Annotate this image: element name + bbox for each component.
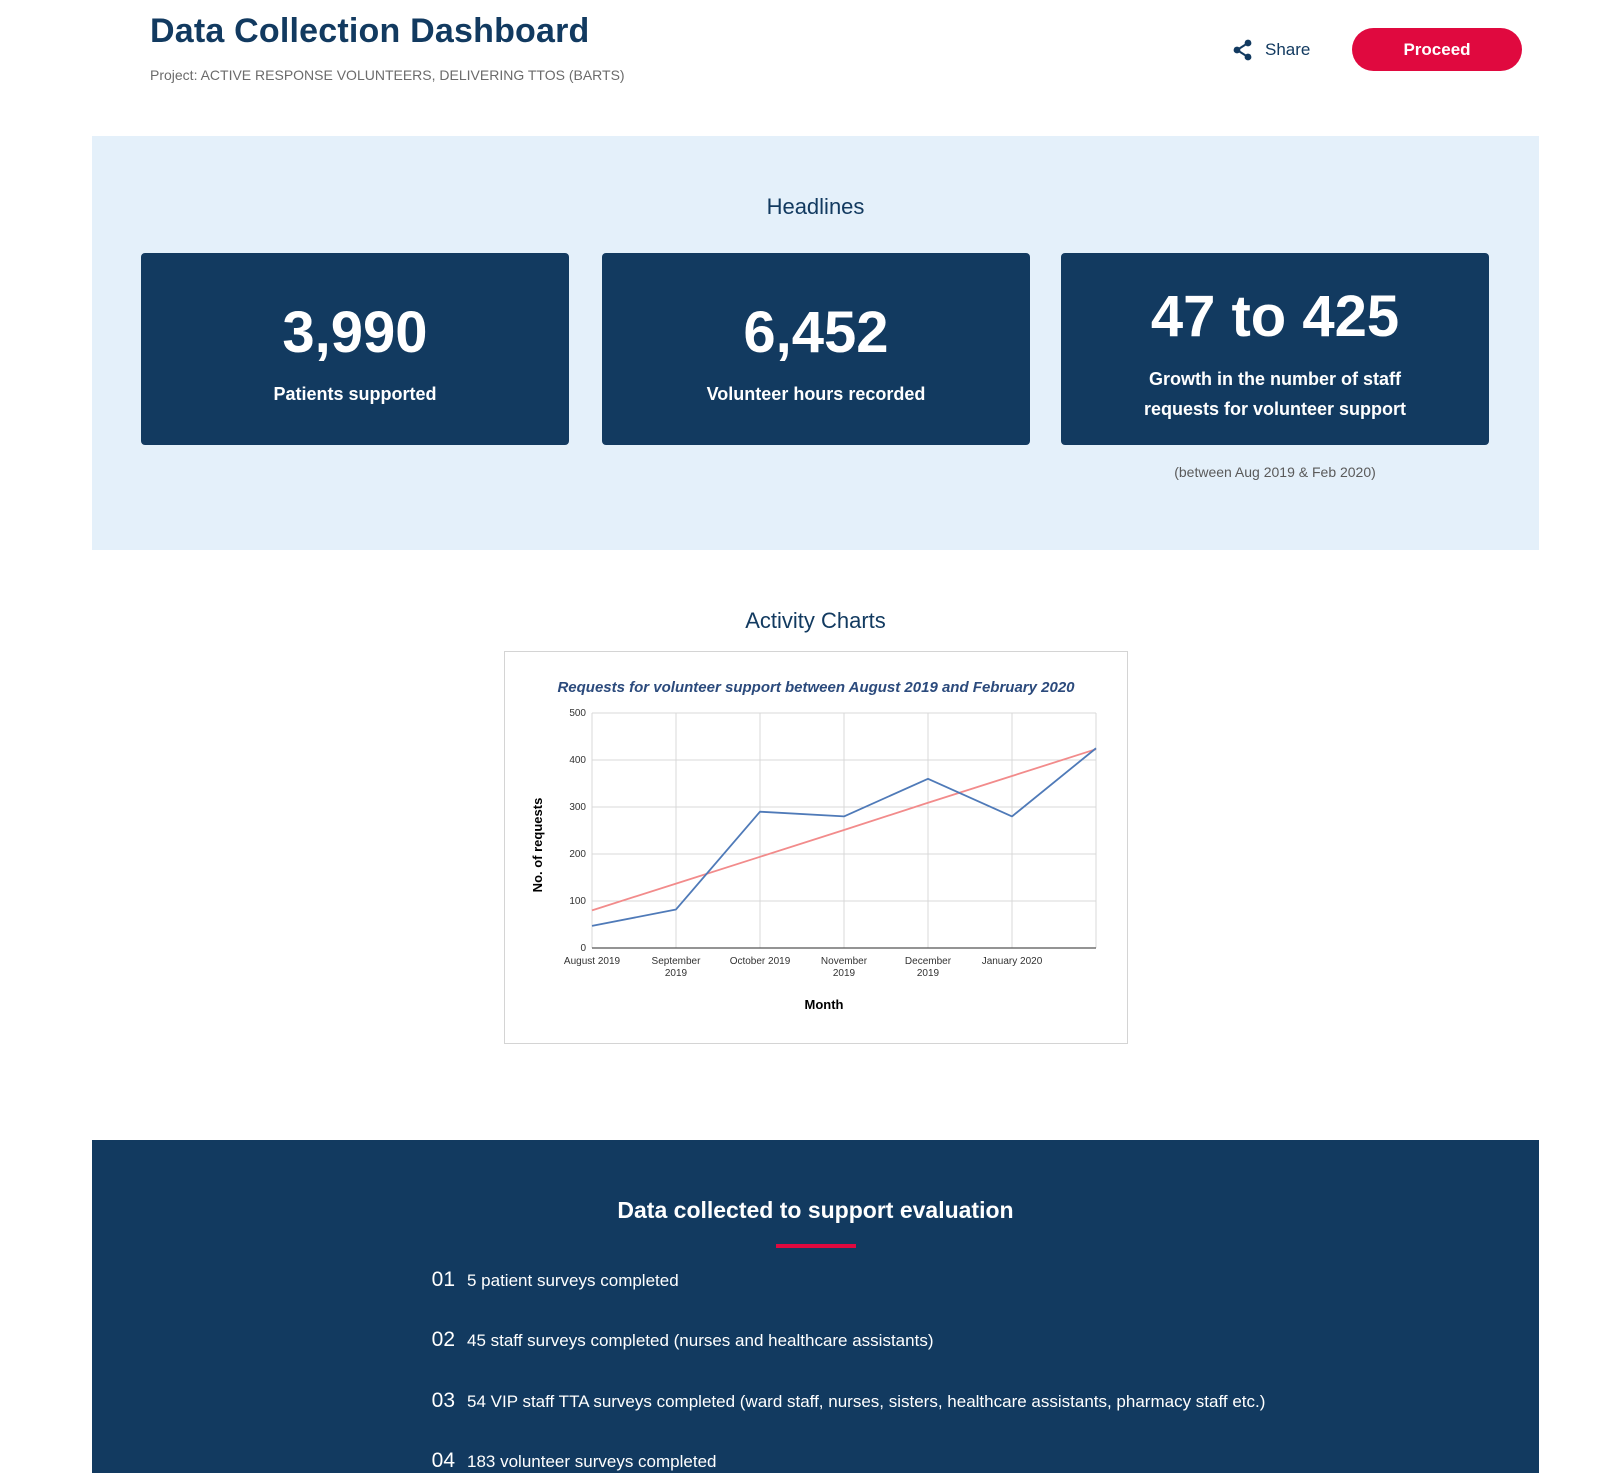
chart-x-tick-label: September: [652, 956, 702, 967]
chart-x-tick-label: January 2020: [982, 956, 1043, 967]
list-item-number: 01: [431, 1268, 455, 1291]
chart-x-tick-label: 2019: [833, 968, 856, 979]
stat-value: 47 to 425: [1150, 284, 1400, 349]
proceed-button[interactable]: Proceed: [1352, 28, 1522, 71]
headlines-heading: Headlines: [766, 194, 865, 219]
share-button[interactable]: Share: [1233, 36, 1310, 64]
chart-x-tick-label: December: [905, 956, 952, 967]
list-item-text: 183 volunteer surveys completed: [467, 1452, 717, 1471]
requests-line-chart: Requests for volunteer support between A…: [530, 679, 1097, 1012]
activity-charts-heading: Activity Charts: [745, 608, 886, 633]
stat-label-line: requests for volunteer support: [1143, 399, 1407, 419]
chart-series-line: [591, 747, 1097, 927]
list-item-number: 02: [431, 1328, 455, 1351]
chart-y-tick-label: 500: [569, 708, 586, 719]
chart-x-tick-label: October 2019: [730, 956, 791, 967]
stat-card-volunteer-hours: 6,452 Volunteer hours recorded: [602, 253, 1030, 445]
chart-y-tick-label: 0: [580, 943, 586, 954]
chart-x-axis-label: Month: [805, 997, 844, 1012]
chart-y-tick-label: 300: [569, 802, 586, 813]
chart-x-tick-label: November: [821, 956, 868, 967]
list-item: 01 5 patient surveys completed: [412, 1268, 679, 1296]
evaluation-heading: Data collected to support evaluation: [617, 1197, 1014, 1223]
stat-label-line: Growth in the number of staff: [1149, 369, 1401, 389]
share-label: Share: [1265, 40, 1311, 59]
requests-chart: Requests for volunteer support between A…: [504, 651, 1128, 1044]
stat-value: 6,452: [743, 300, 889, 365]
page-title: Data Collection Dashboard: [150, 12, 590, 50]
list-item: 04 183 volunteer surveys completed: [412, 1449, 717, 1477]
heading-underline: [776, 1244, 856, 1248]
evaluation-section: Data collected to support evaluation 01 …: [92, 1140, 1539, 1473]
list-item-number: 04: [431, 1449, 455, 1472]
stat-card-patients: 3,990 Patients supported: [141, 253, 569, 445]
list-item: 03 54 VIP staff TTA surveys completed (w…: [412, 1389, 1266, 1417]
list-item-text: 54 VIP staff TTA surveys completed (ward…: [467, 1392, 1266, 1411]
stat-card-growth: 47 to 425 Growth in the number of staff …: [1061, 253, 1489, 445]
chart-y-tick-label: 400: [569, 755, 586, 766]
chart-trend-line: [591, 748, 1097, 912]
page-header: Data Collection Dashboard Project: ACTIV…: [0, 0, 1603, 120]
chart-y-tick-label: 100: [569, 896, 586, 907]
list-item-text: 45 staff surveys completed (nurses and h…: [467, 1331, 934, 1350]
list-item: 02 45 staff surveys completed (nurses an…: [412, 1328, 934, 1356]
stat-label: Patients supported: [273, 384, 437, 404]
chart-x-tick-label: August 2019: [564, 956, 621, 967]
project-subtitle: Project: ACTIVE RESPONSE VOLUNTEERS, DEL…: [150, 67, 625, 83]
chart-y-tick-label: 200: [569, 849, 586, 860]
chart-x-tick-label: 2019: [917, 968, 940, 979]
stat-label: Volunteer hours recorded: [706, 384, 926, 404]
stat-label: Growth in the number of staff requests f…: [1061, 364, 1489, 424]
chart-title: Requests for volunteer support between A…: [557, 679, 1075, 696]
share-icon: [1233, 39, 1253, 61]
chart-x-tick-label: 2019: [665, 968, 688, 979]
list-item-text: 5 patient surveys completed: [467, 1271, 679, 1290]
list-item-number: 03: [431, 1389, 455, 1412]
growth-date-note: (between Aug 2019 & Feb 2020): [1174, 464, 1376, 480]
stat-value: 3,990: [282, 300, 428, 365]
headlines-section: Headlines 3,990 Patients supported 6,452…: [92, 136, 1539, 550]
chart-y-axis-label: No. of requests: [530, 798, 545, 893]
